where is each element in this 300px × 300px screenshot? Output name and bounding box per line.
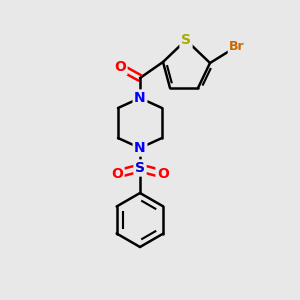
Text: O: O [114, 60, 126, 74]
Text: S: S [181, 33, 191, 47]
Text: O: O [157, 167, 169, 181]
Text: Br: Br [229, 40, 245, 53]
Text: S: S [135, 161, 145, 175]
Text: O: O [111, 167, 123, 181]
Text: N: N [134, 91, 146, 105]
Text: N: N [134, 141, 146, 155]
